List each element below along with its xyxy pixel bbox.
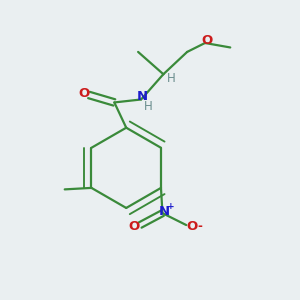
Text: -: -	[197, 220, 202, 233]
Text: H: H	[144, 100, 153, 113]
Text: N: N	[137, 90, 148, 103]
Text: O: O	[186, 220, 197, 233]
Text: H: H	[167, 72, 175, 85]
Text: +: +	[167, 202, 174, 211]
Text: O: O	[201, 34, 213, 46]
Text: O: O	[128, 220, 139, 233]
Text: N: N	[158, 205, 169, 218]
Text: O: O	[78, 87, 89, 100]
